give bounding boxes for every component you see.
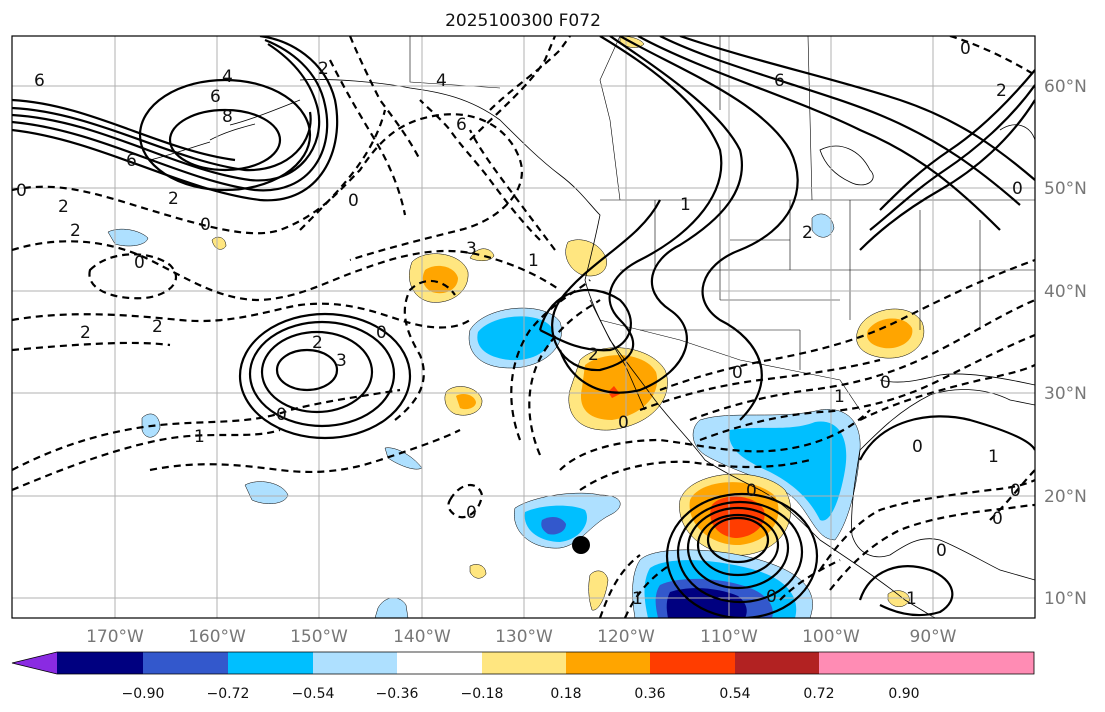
contour-label: 0 (348, 191, 359, 211)
contour-label: 8 (222, 107, 233, 127)
contour-label: 0 (200, 215, 211, 235)
contour-label: 0 (732, 363, 743, 383)
storm-center-marker (572, 536, 590, 554)
solid-contours (12, 36, 1035, 618)
colorbar-segment (143, 652, 228, 674)
longitude-labels: 170°W 160°W 150°W 140°W 130°W 120°W 110°… (86, 627, 957, 647)
contour-label: 0 (766, 587, 777, 607)
contour-label: 0 (912, 437, 923, 457)
colorbar: −0.90 −0.72 −0.54 −0.36 −0.18 0.18 0.36 … (11, 651, 1035, 702)
contour-label: 6 (126, 151, 137, 171)
colorbar-segment (397, 652, 482, 674)
contour-label: 6 (210, 87, 221, 107)
lat-label: 10°N (1044, 589, 1087, 609)
lat-label: 50°N (1044, 179, 1087, 199)
contour-label: 0 (936, 541, 947, 561)
contour-label: 0 (276, 405, 287, 425)
contour-label: 0 (16, 181, 27, 201)
lon-label: 110°W (700, 627, 758, 647)
contour-labels: 6 4 6 8 6 2 0 2 2 0 0 2 0 2 0 0 1 0 2 3 … (16, 39, 1023, 609)
lon-label: 160°W (188, 627, 246, 647)
contour-label: 2 (80, 323, 91, 343)
lon-label: 120°W (597, 627, 655, 647)
colorbar-tick: −0.36 (376, 686, 419, 702)
colorbar-tick: −0.18 (461, 686, 504, 702)
contour-label: 2 (168, 189, 179, 209)
colorbar-segment (482, 652, 566, 674)
colorbar-segment (819, 652, 904, 674)
lat-label: 30°N (1044, 384, 1087, 404)
contour-label: 6 (456, 115, 467, 135)
contour-label: 0 (134, 253, 145, 273)
contour-label: 2 (996, 81, 1007, 101)
colorbar-tick: 0.18 (550, 686, 581, 702)
colorbar-segment (735, 652, 819, 674)
contour-label: 6 (34, 71, 45, 91)
contour-label: 3 (466, 239, 477, 259)
map-frame (11, 35, 1036, 619)
contour-label: 0 (1010, 481, 1021, 501)
contour-label: 0 (880, 373, 891, 393)
lon-label: 140°W (393, 627, 451, 647)
colorbar-tick: 0.54 (719, 686, 750, 702)
contour-label: 0 (618, 413, 629, 433)
contour-label: 4 (436, 71, 447, 91)
lat-label: 60°N (1044, 77, 1087, 97)
colorbar-tick: −0.72 (207, 686, 250, 702)
colorbar-tick: −0.90 (122, 686, 165, 702)
lat-label: 20°N (1044, 487, 1087, 507)
contour-label: 0 (992, 509, 1003, 529)
map-content: 6 4 6 8 6 2 0 2 2 0 0 2 0 2 0 0 1 0 2 3 … (12, 36, 1035, 618)
contour-label: 0 (1012, 179, 1023, 199)
contour-label: 2 (588, 345, 599, 365)
colorbar-extend-low (12, 652, 57, 674)
lon-label: 150°W (290, 627, 348, 647)
lon-label: 100°W (802, 627, 860, 647)
contour-label: 1 (632, 589, 643, 609)
latitude-labels: 60°N 50°N 40°N 30°N 20°N 10°N (1044, 77, 1087, 609)
contour-label: 0 (376, 323, 387, 343)
colorbar-segment (228, 652, 313, 674)
contour-label: 1 (528, 251, 539, 271)
contour-label: 1 (906, 589, 917, 609)
contour-label: 2 (318, 59, 329, 79)
lat-label: 40°N (1044, 282, 1087, 302)
dashed-contours (12, 36, 1035, 618)
contour-label: 6 (774, 71, 785, 91)
colorbar-tick: 0.36 (634, 686, 665, 702)
contour-label: 2 (58, 197, 69, 217)
lon-label: 130°W (495, 627, 553, 647)
contour-label: 0 (960, 39, 971, 59)
contour-label: 1 (834, 387, 845, 407)
colorbar-extend-high (904, 652, 1034, 674)
contour-label: 2 (312, 333, 323, 353)
contour-label: 1 (194, 427, 205, 447)
lon-label: 90°W (910, 627, 957, 647)
lon-label: 170°W (86, 627, 144, 647)
contour-label: 1 (988, 447, 999, 467)
colorbar-tick: 0.72 (803, 686, 834, 702)
figure-title: 2025100300 F072 (445, 11, 601, 31)
contour-label: 0 (746, 481, 757, 501)
contour-label: 1 (680, 195, 691, 215)
contour-label: 4 (222, 67, 233, 87)
contour-label: 2 (70, 221, 81, 241)
contour-label: 2 (802, 223, 813, 243)
colorbar-segment (566, 652, 650, 674)
contour-label: 0 (466, 503, 477, 523)
colorbar-segment (650, 652, 735, 674)
colorbar-segment (57, 652, 143, 674)
contour-label: 3 (336, 351, 347, 371)
contour-label: 2 (152, 317, 163, 337)
colorbar-tick: −0.54 (292, 686, 335, 702)
colorbar-tick: 0.90 (888, 686, 919, 702)
colorbar-segment (313, 652, 397, 674)
